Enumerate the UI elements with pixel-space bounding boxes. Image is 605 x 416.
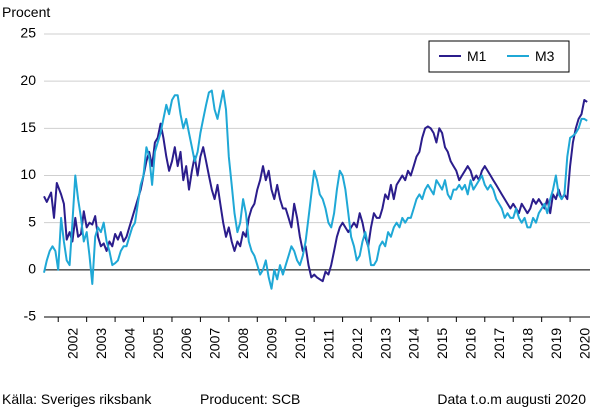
x-tick-label-2014: 2014	[406, 328, 422, 359]
y-tick-label-10: 10	[20, 166, 36, 182]
x-tick-label-2006: 2006	[178, 328, 194, 359]
x-tick-label-2005: 2005	[150, 328, 166, 359]
producer-note: Producent: SCB	[200, 391, 301, 407]
x-tick-label-2017: 2017	[491, 328, 507, 359]
y-tick-label-5: 5	[28, 213, 36, 229]
y-axis-unit-label: Procent	[2, 4, 50, 20]
data-period-note: Data t.o.m augusti 2020	[437, 391, 586, 407]
x-tick-label-2019: 2019	[548, 328, 564, 359]
x-tick-label-2002: 2002	[64, 328, 80, 359]
x-tick-label-2009: 2009	[264, 328, 280, 359]
gridlines	[44, 33, 590, 318]
x-tick-label-2012: 2012	[349, 328, 365, 359]
y-tick-label--5: -5	[24, 308, 37, 324]
y-tick-label-0: 0	[28, 261, 36, 277]
x-tick-label-2011: 2011	[320, 329, 336, 359]
x-tick-label-2018: 2018	[519, 328, 535, 359]
x-tick-label-2013: 2013	[377, 328, 393, 359]
x-tick-label-2007: 2007	[207, 328, 223, 359]
y-tick-label-20: 20	[20, 72, 36, 88]
x-tick-label-2008: 2008	[235, 328, 251, 359]
x-tick-label-2004: 2004	[121, 328, 137, 359]
y-tick-label-15: 15	[20, 119, 36, 135]
x-tick-label-2015: 2015	[434, 328, 450, 359]
legend: M1 M3	[428, 40, 570, 73]
series-line-m3	[43, 89, 588, 290]
legend-label-m3: M3	[535, 48, 555, 64]
x-tick-label-2003: 2003	[93, 328, 109, 359]
y-axis-ticks: -5 0 5 10 15 20 25	[20, 25, 36, 324]
x-axis-ticks: 2002 2003 2004 2005 2006 2007 2008 2009 2010 2011…	[57, 317, 592, 359]
x-tick-label-2020: 2020	[576, 328, 592, 359]
y-tick-label-25: 25	[20, 25, 36, 41]
x-tick-label-2016: 2016	[463, 328, 479, 359]
series-line-m1	[43, 99, 588, 283]
legend-label-m1: M1	[467, 48, 487, 64]
x-tick-label-2010: 2010	[292, 328, 308, 359]
series-lines	[43, 89, 588, 290]
source-note: Källa: Sveriges riksbank	[2, 391, 152, 407]
